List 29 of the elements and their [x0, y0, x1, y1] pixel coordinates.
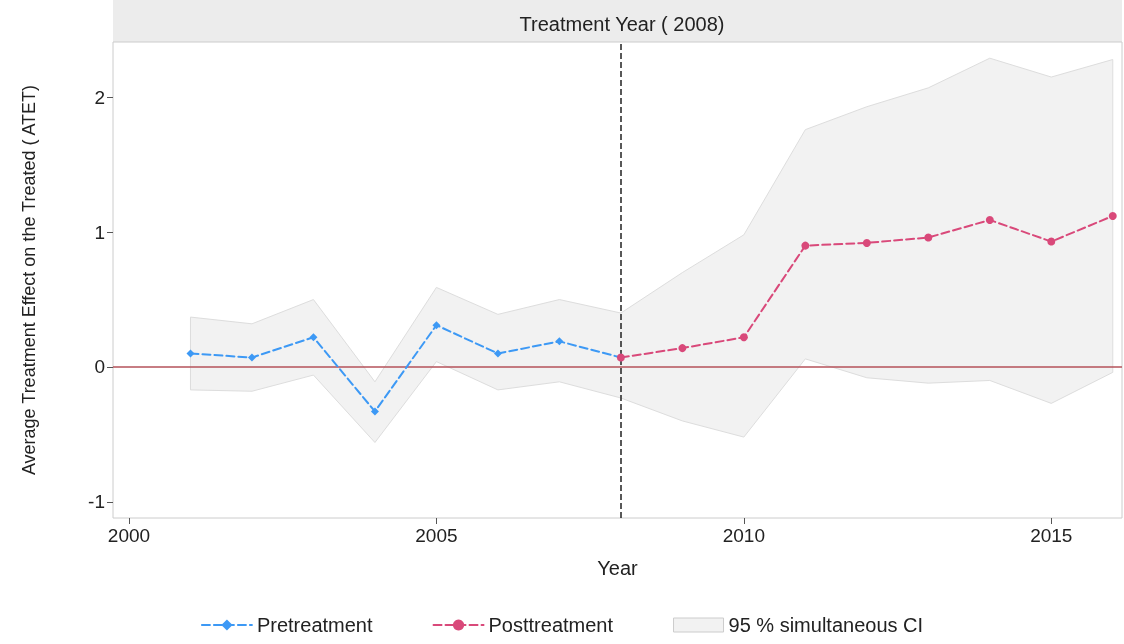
x-tick-label: 2000: [107, 525, 151, 546]
legend-label: Pretreatment: [256, 614, 373, 636]
point: [801, 241, 810, 250]
x-tick-label: 2010: [722, 525, 765, 546]
point: [186, 349, 195, 358]
point: [985, 216, 994, 224]
y-tick-label: 2: [94, 86, 105, 108]
point: [678, 344, 687, 353]
point: [1047, 237, 1056, 246]
point: [739, 333, 748, 342]
point: [247, 353, 256, 362]
x-tick-label: 2005: [415, 525, 458, 546]
y-axis-title: Average Treatment Effect on the Treated ( ATET): [19, 84, 39, 476]
point: [370, 407, 379, 416]
point: [432, 321, 441, 330]
y-tick-label: -1: [88, 491, 105, 513]
y-tick-label: 0: [94, 356, 105, 378]
point: [862, 238, 871, 247]
point: [493, 349, 502, 358]
chart-title: Treatment Year ( 2008): [519, 13, 725, 35]
legend-label: Posttreatment: [488, 614, 614, 636]
point: [1108, 211, 1117, 220]
point: [309, 333, 318, 342]
x-axis-title: Year: [597, 557, 639, 579]
y-tick-label: 1: [94, 221, 105, 243]
legend-label: 95 % simultaneous CI: [728, 614, 924, 636]
x-tick-label: 2015: [1030, 525, 1073, 546]
point: [924, 233, 933, 242]
point: [555, 337, 564, 346]
